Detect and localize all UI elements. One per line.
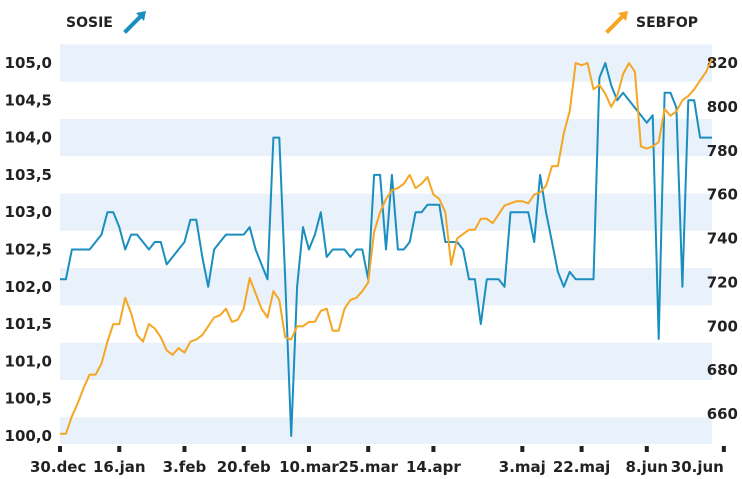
grid-band bbox=[60, 268, 712, 306]
x-tick-label: 3.maj bbox=[499, 458, 546, 476]
x-tick-mark bbox=[366, 446, 371, 452]
trend-arrow-icon bbox=[123, 12, 145, 34]
x-tick-mark bbox=[306, 446, 311, 452]
right-axis-ticks: 660 680 700 720 740 760 780 800 820 bbox=[707, 54, 738, 423]
right-tick-label: 800 bbox=[707, 98, 738, 116]
right-tick-label: 820 bbox=[707, 54, 738, 72]
left-tick-label: 103,0 bbox=[5, 203, 52, 221]
legend-label: SEBFOP bbox=[636, 15, 698, 31]
x-tick-label: 8.jun bbox=[625, 458, 668, 476]
right-tick-label: 780 bbox=[707, 142, 738, 160]
x-tick-mark bbox=[520, 446, 525, 452]
right-tick-label: 700 bbox=[707, 317, 738, 335]
x-tick-label: 20.feb bbox=[217, 458, 271, 476]
right-tick-label: 720 bbox=[707, 273, 738, 291]
x-tick-label: 25.mar bbox=[338, 458, 398, 476]
right-tick-label: 660 bbox=[707, 405, 738, 423]
right-tick-label: 680 bbox=[707, 361, 738, 379]
left-axis-ticks: 100,0 100,5 101,0 101,5 102,0 102,5 103,0 103,5… bbox=[5, 54, 52, 445]
legend-label: SOSIE bbox=[66, 15, 113, 31]
grid-band bbox=[60, 44, 712, 82]
x-tick-label: 16.jan bbox=[93, 458, 146, 476]
series-lines bbox=[60, 58, 713, 437]
left-tick-label: 101,0 bbox=[5, 352, 52, 370]
background-bands bbox=[60, 36, 712, 444]
x-tick-mark bbox=[579, 446, 584, 452]
x-tick-label: 30.dec bbox=[30, 458, 86, 476]
right-tick-label: 760 bbox=[707, 186, 738, 204]
left-tick-label: 102,5 bbox=[5, 241, 52, 259]
legend-item-sosie: SOSIE bbox=[66, 11, 146, 34]
x-tick-label: 30.jun bbox=[671, 458, 724, 476]
x-tick-mark bbox=[241, 446, 246, 452]
x-tick-mark bbox=[431, 446, 436, 452]
grid-band bbox=[60, 118, 712, 157]
legend: SOSIE SEBFOP bbox=[66, 11, 698, 34]
left-tick-label: 102,0 bbox=[5, 278, 52, 296]
legend-item-sebfop: SEBFOP bbox=[605, 11, 698, 34]
x-tick-mark bbox=[644, 446, 649, 452]
right-tick-label: 740 bbox=[707, 230, 738, 248]
left-tick-label: 100,0 bbox=[5, 427, 52, 445]
x-axis-ticks: 30.dec 16.jan 3.feb 20.feb 10.mar 25.mar 14.ap… bbox=[30, 446, 726, 476]
left-tick-label: 100,5 bbox=[5, 390, 52, 408]
trend-arrow-head-icon bbox=[136, 11, 146, 21]
grid-band bbox=[60, 342, 712, 381]
x-tick-mark bbox=[117, 446, 122, 452]
x-tick-mark bbox=[58, 446, 62, 452]
x-tick-mark bbox=[182, 446, 187, 452]
grid-band bbox=[60, 417, 712, 444]
x-tick-label: 14.apr bbox=[406, 458, 461, 476]
left-tick-label: 103,5 bbox=[5, 166, 52, 184]
x-tick-label: 10.mar bbox=[279, 458, 339, 476]
trend-arrow-head-icon bbox=[618, 11, 628, 21]
left-tick-label: 104,0 bbox=[5, 129, 52, 147]
left-tick-label: 105,0 bbox=[5, 54, 52, 72]
x-tick-label: 3.feb bbox=[163, 458, 207, 476]
trend-arrow-icon bbox=[605, 12, 627, 34]
x-tick-label: 22.maj bbox=[553, 458, 610, 476]
series-line-sosie bbox=[60, 62, 712, 437]
series-line-sebfop bbox=[60, 58, 713, 435]
left-tick-label: 104,5 bbox=[5, 91, 52, 109]
x-tick-mark bbox=[721, 446, 726, 452]
left-tick-label: 101,5 bbox=[5, 315, 52, 333]
